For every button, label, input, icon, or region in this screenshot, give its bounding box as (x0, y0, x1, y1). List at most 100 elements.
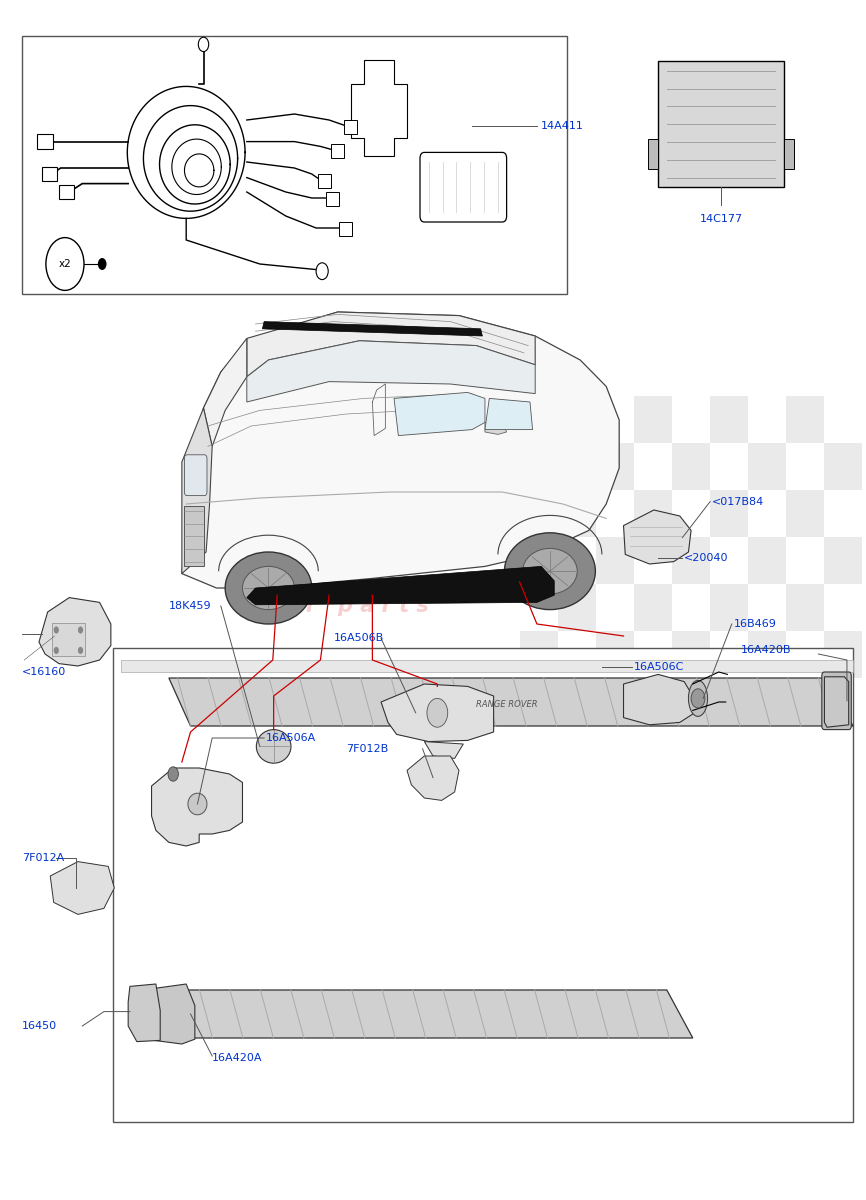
Ellipse shape (256, 730, 291, 763)
Text: RANGE ROVER: RANGE ROVER (475, 700, 538, 709)
Bar (520, 631, 558, 678)
Bar (824, 631, 862, 678)
Polygon shape (407, 756, 459, 800)
Bar (326, 192, 339, 206)
Bar (42, 167, 57, 181)
Text: c a r   p a r t s: c a r p a r t s (264, 596, 429, 616)
Circle shape (98, 258, 107, 270)
Bar (558, 396, 596, 443)
Bar (709, 490, 747, 538)
Text: 16A506A: 16A506A (266, 733, 316, 743)
Polygon shape (351, 60, 407, 156)
Bar (22, 36, 567, 294)
Polygon shape (424, 742, 463, 758)
Ellipse shape (188, 793, 207, 815)
Text: x2: x2 (59, 259, 71, 269)
Polygon shape (381, 684, 494, 742)
Circle shape (78, 626, 83, 634)
Text: 16A420A: 16A420A (212, 1054, 262, 1063)
Polygon shape (485, 398, 533, 430)
Polygon shape (394, 392, 485, 436)
Circle shape (316, 263, 328, 280)
Bar (648, 139, 658, 169)
Polygon shape (130, 990, 693, 1038)
Text: 16450: 16450 (22, 1021, 57, 1031)
Ellipse shape (522, 548, 577, 594)
Polygon shape (169, 678, 853, 726)
Bar (709, 396, 747, 443)
Bar (747, 631, 785, 678)
Bar (184, 506, 204, 566)
Bar (596, 443, 634, 490)
Text: 18K459: 18K459 (169, 601, 211, 611)
Text: 14A411: 14A411 (541, 121, 585, 131)
Bar (558, 584, 596, 631)
Polygon shape (50, 862, 114, 914)
Ellipse shape (504, 533, 596, 610)
FancyBboxPatch shape (420, 152, 507, 222)
Bar (785, 584, 824, 631)
Text: 7F012B: 7F012B (346, 744, 389, 754)
Circle shape (198, 37, 209, 52)
Ellipse shape (242, 566, 294, 610)
Text: scuderia: scuderia (226, 528, 467, 576)
Bar (59, 185, 74, 199)
Text: <16160: <16160 (22, 667, 66, 677)
Bar (672, 631, 709, 678)
Bar (709, 584, 747, 631)
Text: 16A506B: 16A506B (333, 634, 384, 643)
Text: <20040: <20040 (684, 553, 728, 563)
Bar (785, 396, 824, 443)
Text: 16B469: 16B469 (734, 619, 777, 629)
Polygon shape (247, 341, 535, 402)
Bar (344, 120, 357, 134)
Ellipse shape (688, 680, 708, 716)
Polygon shape (147, 984, 195, 1044)
Circle shape (427, 698, 448, 727)
Bar (52, 623, 85, 656)
Bar (331, 144, 344, 158)
Bar (113, 648, 853, 1122)
Bar (558, 490, 596, 538)
Bar (318, 174, 331, 188)
Polygon shape (485, 422, 507, 434)
Text: 16A420B: 16A420B (740, 646, 791, 655)
Bar (824, 538, 862, 584)
Text: 16A506C: 16A506C (634, 662, 684, 672)
Polygon shape (624, 674, 693, 725)
FancyBboxPatch shape (184, 455, 207, 496)
Text: <017B84: <017B84 (712, 497, 764, 506)
Ellipse shape (225, 552, 312, 624)
Polygon shape (624, 510, 691, 564)
Polygon shape (152, 768, 242, 846)
Polygon shape (121, 660, 853, 672)
Bar (596, 631, 634, 678)
Bar (596, 538, 634, 584)
Bar (634, 396, 672, 443)
Bar (658, 61, 784, 187)
Circle shape (168, 767, 178, 781)
Polygon shape (128, 984, 160, 1042)
Polygon shape (182, 408, 212, 574)
Bar (339, 222, 352, 236)
Bar (634, 490, 672, 538)
Polygon shape (824, 677, 849, 727)
Circle shape (54, 626, 59, 634)
Bar (520, 538, 558, 584)
Bar (784, 139, 794, 169)
Bar (672, 538, 709, 584)
Text: 14C177: 14C177 (700, 214, 742, 223)
Bar (785, 490, 824, 538)
Circle shape (54, 647, 59, 654)
Text: 7F012A: 7F012A (22, 853, 64, 863)
Polygon shape (204, 338, 247, 446)
Polygon shape (182, 312, 619, 588)
Polygon shape (247, 566, 554, 605)
Polygon shape (39, 598, 111, 666)
Circle shape (46, 238, 84, 290)
Circle shape (691, 689, 705, 708)
Bar (747, 538, 785, 584)
Circle shape (78, 647, 83, 654)
Bar (672, 443, 709, 490)
Bar (824, 443, 862, 490)
